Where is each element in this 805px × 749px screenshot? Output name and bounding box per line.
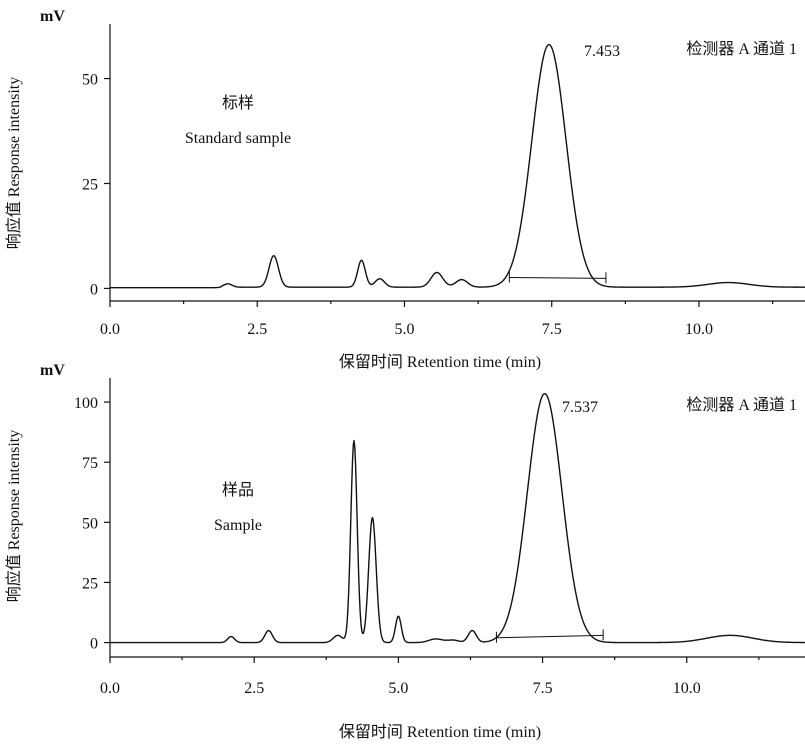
top-plot-area <box>104 24 805 307</box>
top-y-tick-label: 50 <box>82 72 98 89</box>
top-main-peak-label: 7.453 <box>584 43 620 60</box>
top-chromatogram-trace <box>110 43 805 289</box>
top-x-tick-label: 7.5 <box>542 321 562 338</box>
top-y-tick-labels: 0 25 50 <box>82 72 98 299</box>
bottom-chromatogram-trace <box>110 392 805 644</box>
bottom-x-tick-label: 5.0 <box>388 680 408 697</box>
top-x-tick-labels: 0.0 2.5 5.0 7.5 10.0 <box>100 321 713 338</box>
bottom-y-tick-label: 50 <box>82 515 98 532</box>
bottom-integration-baseline <box>496 634 604 639</box>
top-y-tick-label: 25 <box>82 176 98 193</box>
bottom-x-tick-label: 0.0 <box>100 680 120 697</box>
bottom-chart-panel: mV 响应值 Response intensity 0 25 50 75 100… <box>4 362 805 741</box>
bottom-x-axis-title: 保留时间 Retention time (min) <box>339 723 541 741</box>
bottom-y-tick-label: 100 <box>74 395 98 412</box>
top-y-axis-title: 响应值 Response intensity <box>4 77 23 249</box>
bottom-detector-label: 检测器 A 通道 1 <box>686 396 797 414</box>
top-sample-name-cn: 标样 <box>222 94 254 112</box>
bottom-main-peak-label: 7.537 <box>562 399 598 416</box>
bottom-y-axis-title: 响应值 Response intensity <box>4 430 23 602</box>
bottom-sample-name-cn: 样品 <box>222 481 254 499</box>
bottom-y-tick-label: 0 <box>90 636 98 653</box>
bottom-plot-area <box>104 378 805 663</box>
top-sample-name-en: Standard sample <box>185 130 291 147</box>
bottom-x-tick-label: 7.5 <box>533 680 553 697</box>
bottom-x-tick-labels: 0.0 2.5 5.0 7.5 10.0 <box>100 680 701 697</box>
bottom-x-tick-label: 10.0 <box>673 680 701 697</box>
top-x-tick-label: 10.0 <box>685 321 713 338</box>
top-chart-panel: mV 响应值 Response intensity 0 25 50 0.0 2.… <box>4 8 805 371</box>
top-y-unit-label: mV <box>40 8 65 25</box>
bottom-y-unit-label: mV <box>40 362 65 379</box>
bottom-sample-name-en: Sample <box>214 517 262 534</box>
top-detector-label: 检测器 A 通道 1 <box>686 40 797 58</box>
bottom-y-tick-label: 25 <box>82 575 98 592</box>
top-x-tick-label: 5.0 <box>394 321 414 338</box>
bottom-y-tick-labels: 0 25 50 75 100 <box>74 395 98 653</box>
top-x-tick-label: 0.0 <box>100 321 120 338</box>
top-y-tick-label: 0 <box>90 281 98 298</box>
top-x-axis-title: 保留时间 Retention time (min) <box>339 353 541 371</box>
top-x-tick-label: 2.5 <box>247 321 267 338</box>
bottom-y-tick-label: 75 <box>82 455 98 472</box>
bottom-x-tick-label: 2.5 <box>244 680 264 697</box>
top-integration-baseline <box>509 276 606 279</box>
